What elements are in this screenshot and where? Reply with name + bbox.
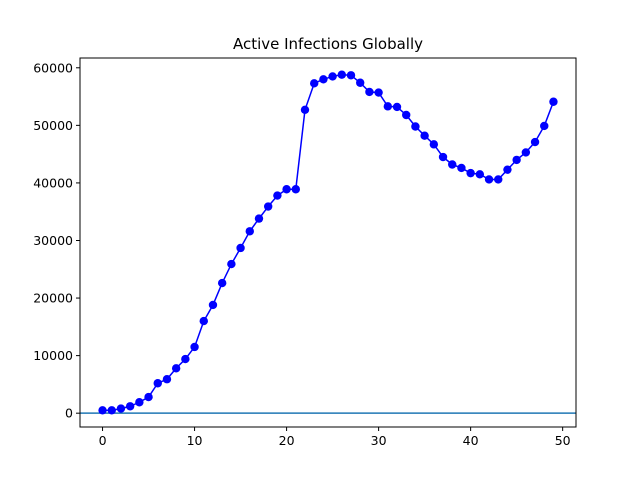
data-point (521, 148, 531, 157)
data-point (549, 97, 558, 106)
data-point (383, 102, 393, 111)
data-point (457, 163, 466, 173)
chart-title: Active Infections Globally (233, 35, 423, 53)
data-point (374, 88, 383, 97)
data-point (162, 375, 172, 384)
data-point (181, 354, 190, 364)
data-point (116, 404, 126, 413)
data-point (300, 105, 310, 115)
x-tick-label: 50 (555, 433, 571, 448)
data-point (263, 202, 273, 211)
data-point (125, 402, 135, 411)
data-point (411, 122, 420, 131)
data-point (208, 300, 218, 310)
data-point (356, 78, 365, 87)
data-point (144, 392, 153, 402)
data-point (466, 168, 475, 178)
data-point (420, 131, 429, 140)
data-point (217, 278, 227, 288)
data-point (429, 140, 439, 149)
data-point (190, 342, 199, 352)
data-point (319, 75, 328, 84)
y-tick-label: 10000 (33, 348, 73, 363)
x-tick-label: 20 (279, 433, 295, 448)
data-point (365, 87, 374, 97)
data-point (530, 137, 540, 147)
data-point (484, 175, 494, 184)
y-tick-label: 40000 (33, 175, 73, 190)
y-tick-label: 20000 (33, 291, 73, 306)
data-point (254, 214, 264, 223)
data-point (503, 165, 512, 174)
y-tick-label: 50000 (33, 118, 73, 133)
data-point (153, 379, 162, 388)
data-point (107, 406, 116, 415)
data-point (291, 185, 300, 194)
data-point (494, 175, 503, 184)
data-point (199, 316, 208, 326)
data-point (282, 185, 291, 194)
data-point (328, 72, 337, 81)
y-tick-label: 30000 (33, 233, 73, 248)
data-point (512, 155, 521, 165)
axes: 0 10 20 30 40 50 0 10000 20000 30000 40000 50000 600… (33, 57, 577, 448)
data-point (392, 102, 402, 112)
data-point (475, 170, 485, 179)
x-tick-label: 0 (99, 433, 107, 448)
data-point (402, 110, 411, 120)
data-point (236, 243, 245, 253)
data-point (309, 79, 319, 88)
data-point (346, 71, 356, 80)
x-tick-label: 10 (187, 433, 203, 448)
data-point (438, 152, 448, 162)
data-point (337, 70, 347, 79)
data-point (245, 227, 254, 236)
data-point (98, 406, 107, 415)
plot-area (80, 70, 576, 415)
data-point (273, 191, 282, 200)
data-point (171, 364, 181, 373)
x-tick-label: 40 (463, 433, 479, 448)
data-point (540, 121, 549, 131)
y-tick-label: 0 (65, 406, 73, 421)
data-point (448, 160, 457, 169)
data-point (227, 259, 236, 269)
plot-frame (79, 57, 577, 428)
y-tick-label: 60000 (33, 60, 73, 75)
series-line (102, 73, 555, 412)
data-point (135, 398, 144, 407)
x-tick-label: 30 (371, 433, 387, 448)
